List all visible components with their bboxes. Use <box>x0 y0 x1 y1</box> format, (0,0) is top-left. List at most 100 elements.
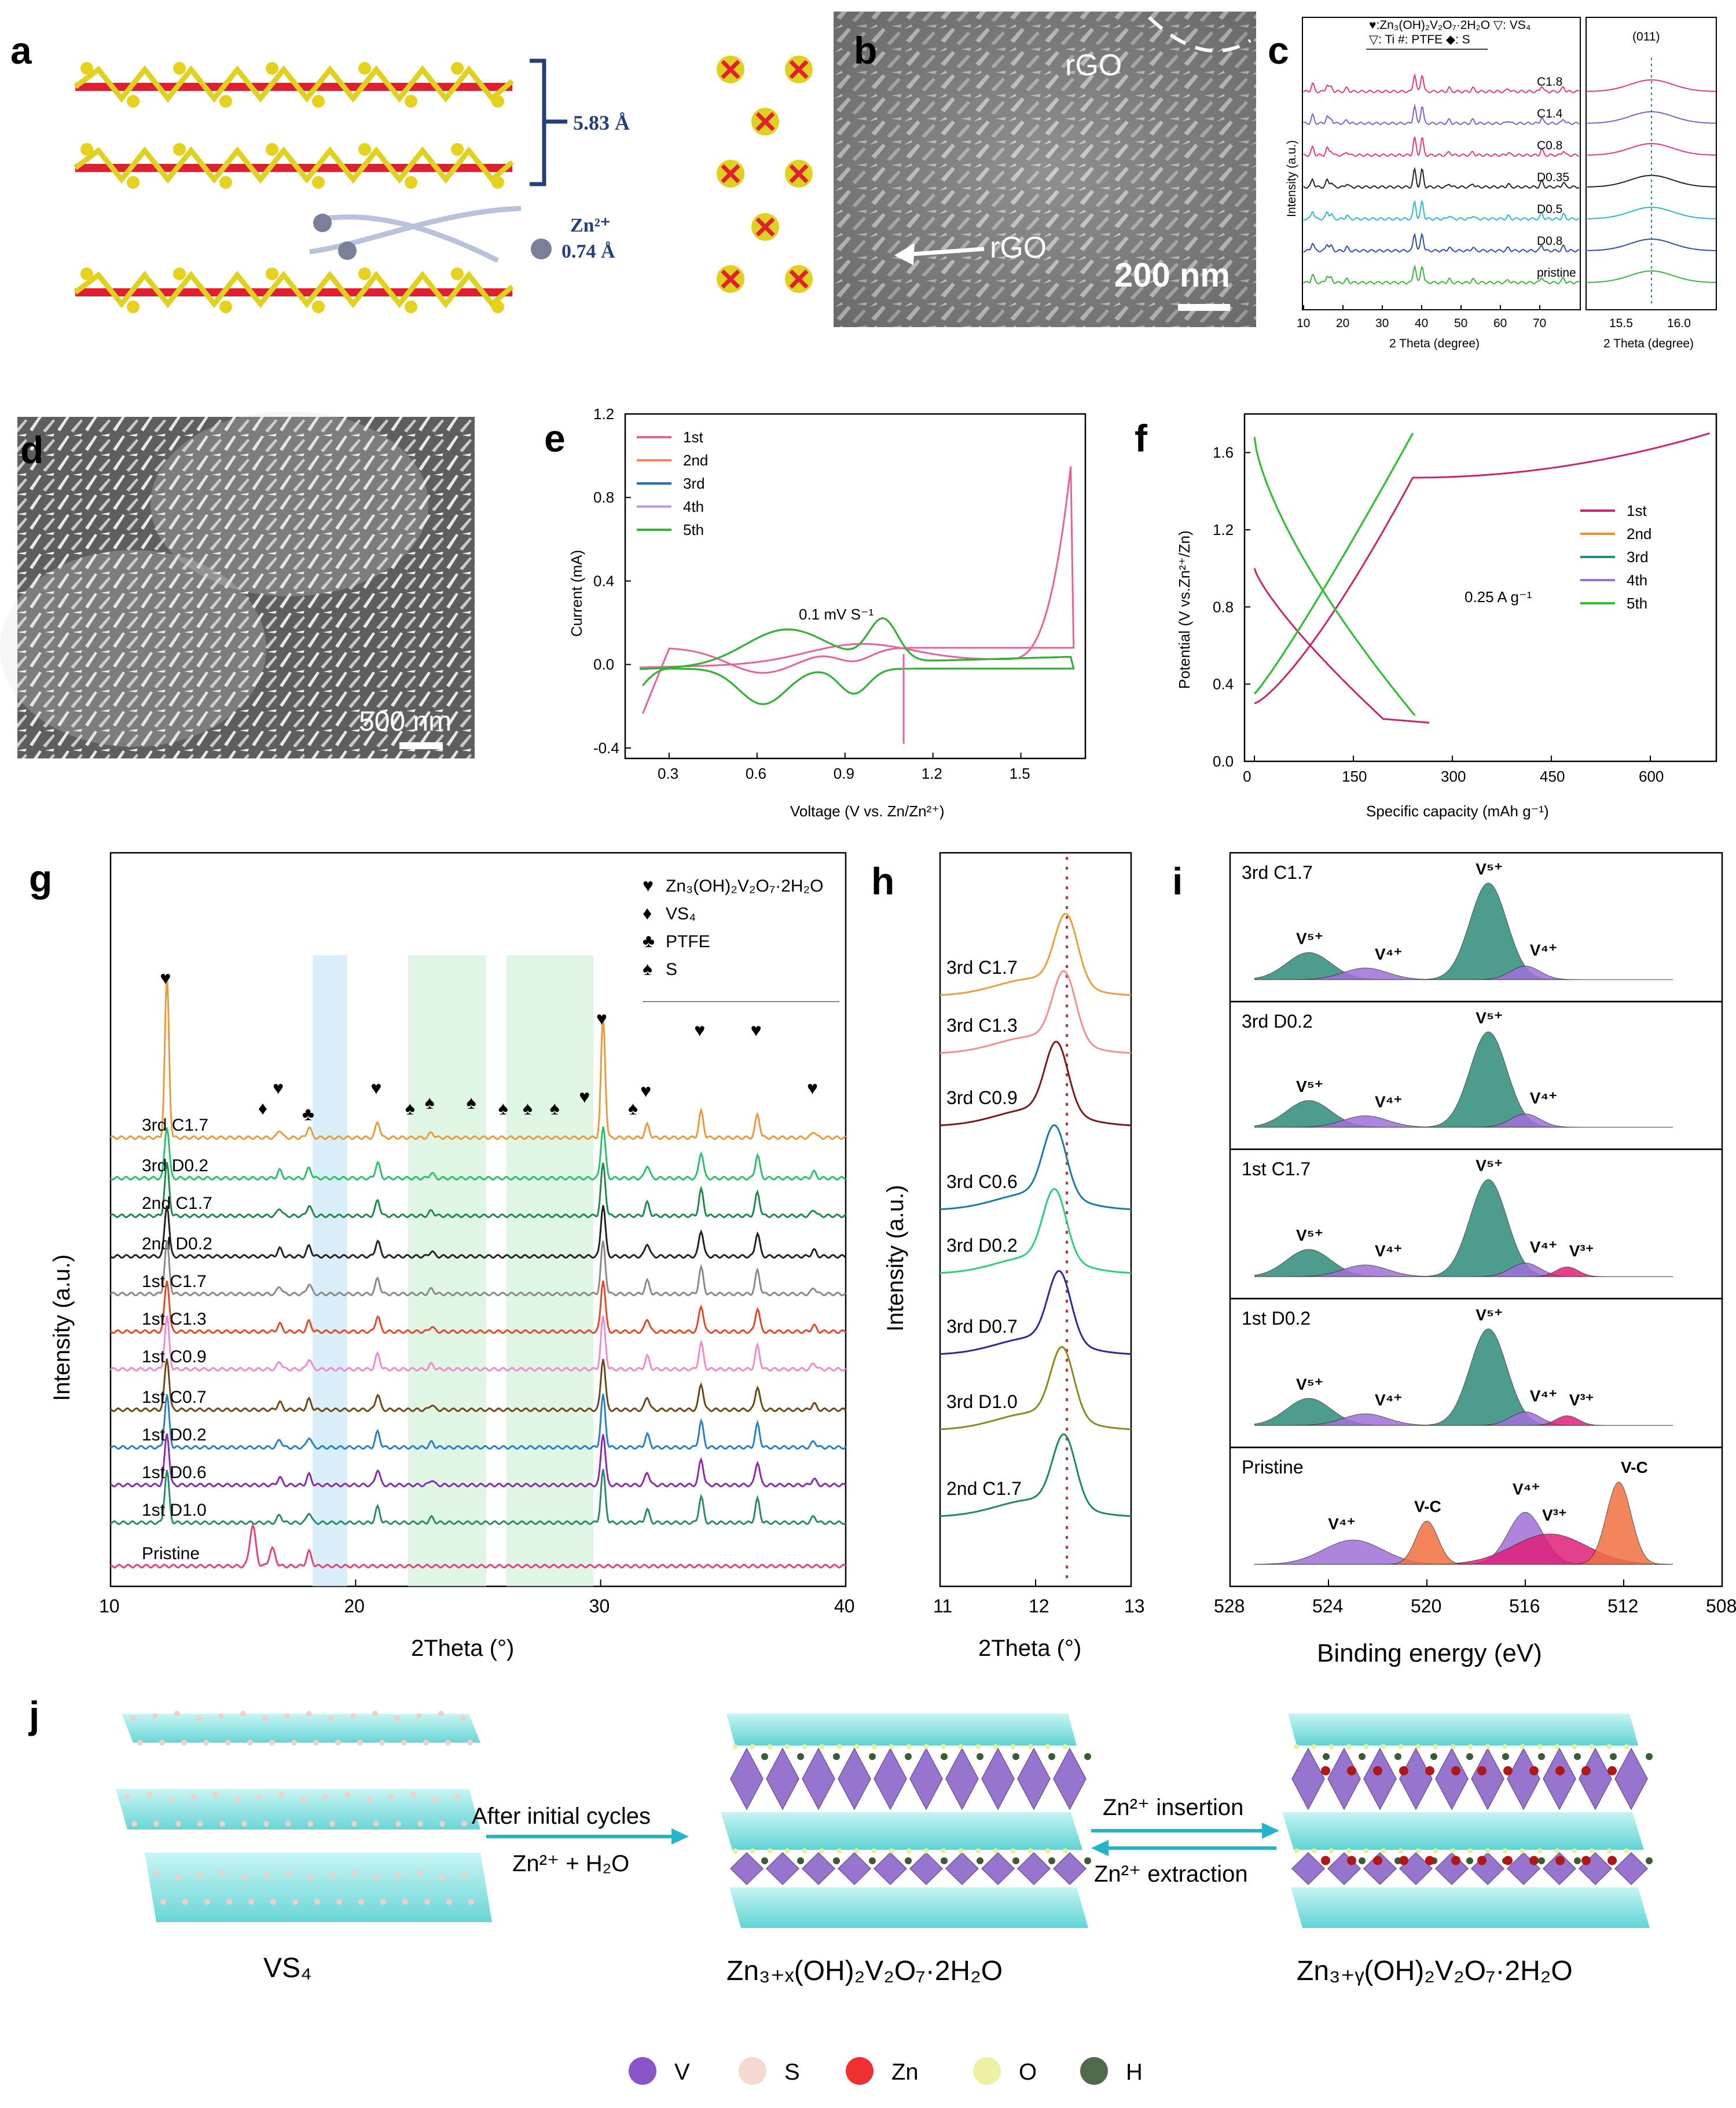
struct1-label: VS₄ <box>263 1953 312 1984</box>
g-series-label-2nd-d0-2: 2nd D0.2 <box>142 1234 212 1253</box>
f-series-4th-charge <box>1254 432 1414 695</box>
i-subpanel-title-3rd-d0-2: 3rd D0.2 <box>1242 1011 1313 1032</box>
g-plot: 10 20 30 40 3rd C1.7 3rd D0.2 2nd C1.7 2nd D0.2… <box>99 967 855 1616</box>
panel-e: e 0.3 0.6 0.9 1.2 1.5 -0.4 0.0 0.4 0.8 1.2 1st 2nd… <box>544 405 1087 820</box>
c-trace-c1-4 <box>1303 103 1580 126</box>
c-trace-c0-8 <box>1303 137 1580 157</box>
g-legend-symbol-2: ♣ <box>643 930 655 951</box>
g-series-3rd-c1-7 <box>110 974 846 1141</box>
i-subpanel-title-1st-c1-7: 1st C1.7 <box>1242 1159 1311 1179</box>
g-xtick-10: 10 <box>99 1596 120 1616</box>
panel-b: b rGO rGO 200 nm <box>834 12 1256 327</box>
g-series-label-1st-c0-9: 1st C0.9 <box>142 1347 207 1366</box>
e-ylabel: Current (mA) <box>568 550 585 637</box>
i-peak-label-0-0: V⁵⁺ <box>1296 930 1323 948</box>
i-peak-label-2-3: V⁴⁺ <box>1530 1238 1557 1256</box>
e-series-1st <box>640 466 1075 714</box>
g-peak-marker-12: ♥ <box>596 1008 607 1029</box>
f-legend-label-1st: 1st <box>1627 502 1647 519</box>
c-inset-trace-pristine <box>1587 270 1716 283</box>
i-peak-label-3-4: V³⁺ <box>1569 1391 1594 1409</box>
zn-ion-atom <box>313 214 332 232</box>
sem-image-d <box>17 417 475 758</box>
legend-atom-s <box>739 2057 766 2085</box>
g-legend: ♥ Zn₃(OH)₂V₂O₇·2H₂O ♦ VS₄ ♣ PTFE ♠ S <box>643 875 839 1002</box>
c-main-frame <box>1302 17 1581 310</box>
c-trace-label-c0-8: C0.8 <box>1537 139 1562 152</box>
g-legend-label-1: VS₄ <box>666 904 696 923</box>
g-series-label-3rd-c1-7: 3rd C1.7 <box>142 1116 208 1135</box>
h-xtick-12: 12 <box>1029 1596 1049 1616</box>
zn-path <box>315 214 500 263</box>
g-xtick-40: 40 <box>834 1596 855 1616</box>
g-series-3rd-d0-2 <box>110 1126 846 1181</box>
c-legend-2: ▽: Ti #: PTFE ◆: S <box>1369 33 1470 46</box>
g-series-2nd-c1-7 <box>110 1162 846 1219</box>
e-annotation: 0.1 mV S⁻¹ <box>799 606 874 623</box>
g-highlight-green-1 <box>408 955 486 1586</box>
c-xtick-10: 10 <box>1297 317 1310 330</box>
c-xlabel: 2 Theta (degree) <box>1389 337 1480 350</box>
scale-text-b: 200 nm <box>1114 256 1230 294</box>
g-series-label-1st-d0-6: 1st D0.6 <box>142 1463 207 1482</box>
rgo-arrow <box>902 247 985 257</box>
i-peak-label-4-0: V⁴⁺ <box>1328 1515 1355 1533</box>
g-peak-marker-8: ♠ <box>498 1098 508 1119</box>
panel-g: g 10 20 30 40 3rd C1.7 3rd D0.2 2nd C1.7 2nd D0… <box>29 852 855 1661</box>
interlayer-spacing: 5.83 Å <box>573 111 630 134</box>
panel-c: c ♥:Zn₃(OH)₂V₂O₇·2H₂O ▽: VS₄ ▽: Ti #: PT… <box>1268 17 1717 350</box>
g-peak-marker-0: ♥ <box>160 967 171 988</box>
g-xtick-30: 30 <box>589 1596 610 1616</box>
f-xtick-300: 300 <box>1441 768 1466 785</box>
c-trace-d0-8 <box>1303 232 1580 253</box>
c-xticks: 10 20 30 40 50 60 70 <box>1297 305 1546 330</box>
c-trace-label-d0-8: D0.8 <box>1537 234 1562 248</box>
panel-i: i 528 524 520 516 512 508 3rd C1.7 V⁵⁺ V⁴⁺ V⁵⁺ V⁴⁺… <box>1172 852 1736 1667</box>
panel-label-d: d <box>20 428 43 471</box>
h-series-2nd-c1-7 <box>939 1433 1132 1517</box>
f-legend-label-2nd: 2nd <box>1627 525 1651 542</box>
c-inset-frame <box>1585 17 1717 310</box>
c-trace-d0-35 <box>1303 167 1580 189</box>
struct3-label: Zn₃₊ᵧ(OH)₂V₂O₇·2H₂O <box>1297 1956 1573 1986</box>
e-ytick-0.4: 0.4 <box>593 572 614 589</box>
scale-text-d: 500 nm <box>359 706 452 737</box>
f-ytick-1.6: 1.6 <box>1213 444 1234 461</box>
c-trace-label-pristine: pristine <box>1537 266 1576 280</box>
e-ytick-0.0: 0.0 <box>593 656 614 673</box>
g-peak-marker-4: ♥ <box>370 1077 381 1098</box>
g-series-label-pristine: Pristine <box>142 1544 200 1563</box>
g-series-2nd-d0-2 <box>109 1205 846 1259</box>
g-peak-marker-14: ♥ <box>640 1080 651 1101</box>
atom-legend: V S Zn O H <box>629 2057 1143 2085</box>
struct2-label: Zn₃₊ₓ(OH)₂V₂O₇·2H₂O <box>726 1956 1003 1986</box>
g-legend-symbol-1: ♦ <box>643 903 652 923</box>
arrow1-bottom: Zn²⁺ + H₂O <box>512 1851 629 1876</box>
i-peak-label-3-2: V⁵⁺ <box>1476 1306 1503 1324</box>
g-series-1st-c0-9 <box>109 1315 847 1372</box>
h-series-label-3rd-c0-9: 3rd C0.9 <box>946 1087 1018 1108</box>
e-plot: 0.3 0.6 0.9 1.2 1.5 -0.4 0.0 0.4 0.8 1.2 <box>593 405 1075 782</box>
arrow2-bottom: Zn²⁺ extraction <box>1094 1861 1248 1887</box>
c-xtick-40: 40 <box>1415 317 1428 330</box>
c-inset-tick-2: 16.0 <box>1667 317 1691 330</box>
i-peak-label-3-0: V⁵⁺ <box>1296 1376 1323 1394</box>
panel-d: d 500 nm <box>0 411 475 758</box>
g-peak-marker-1: ♥ <box>273 1077 284 1098</box>
i-peak-label-1-3: V⁴⁺ <box>1530 1089 1557 1107</box>
e-frame <box>624 413 1087 760</box>
zn-pyrovanadate-structure-1 <box>721 1714 1091 1928</box>
panel-label-b: b <box>854 29 877 72</box>
i-peak-label-0-1: V⁴⁺ <box>1375 945 1402 963</box>
i-xtick-516: 516 <box>1509 1596 1540 1616</box>
zn-ion-label: Zn²⁺ <box>570 215 611 236</box>
f-series-1st-charge <box>1254 432 1711 705</box>
g-peak-marker-6: ♠ <box>425 1092 435 1113</box>
i-xtick-508: 508 <box>1706 1596 1736 1616</box>
g-peak-marker-16: ♥ <box>751 1020 762 1040</box>
zn-pyrovanadate-structure-2 <box>1282 1714 1653 1928</box>
g-series-label-3rd-d0-2: 3rd D0.2 <box>142 1156 208 1175</box>
c-inset-trace-c1-8 <box>1587 79 1716 92</box>
g-peak-marker-7: ♠ <box>467 1092 476 1113</box>
h-series-3rd-d0-2 <box>939 1187 1132 1274</box>
